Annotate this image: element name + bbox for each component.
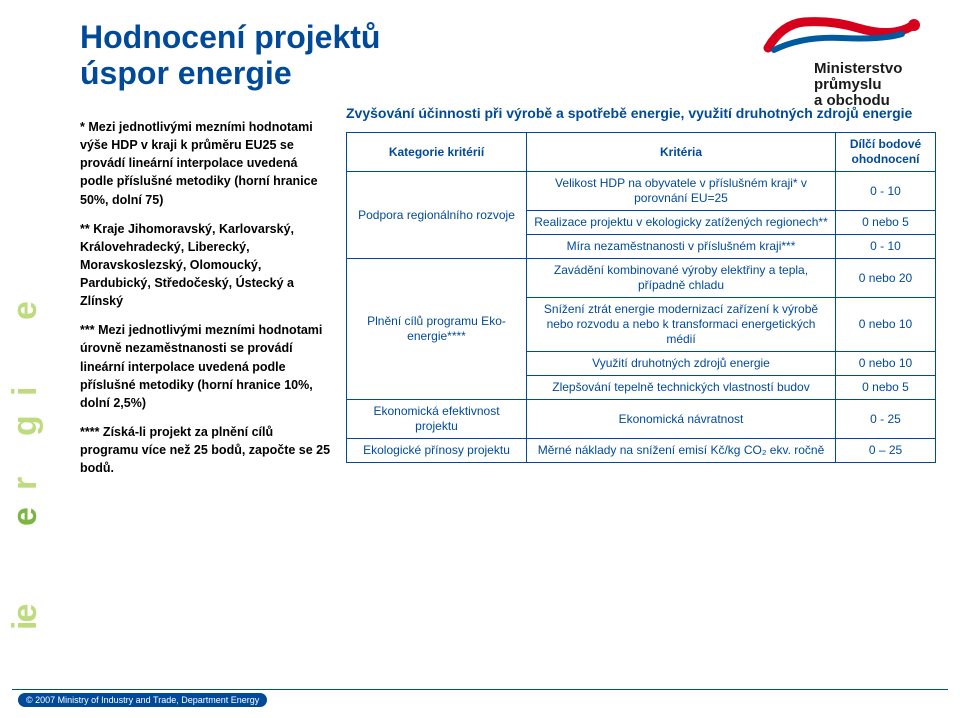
criteria-table: Kategorie kritérií Kritéria Dílčí bodové… — [346, 132, 936, 463]
criteria-cell: Míra nezaměstnanosti v příslušném kraji*… — [527, 235, 836, 259]
category-cell: Ekologické přínosy projektu — [347, 439, 527, 463]
criteria-cell: Snížení ztrát energie modernizací zaříze… — [527, 298, 836, 352]
table-row: Ekonomická efektivnost projektu Ekonomic… — [347, 400, 936, 439]
criteria-panel: Zvyšování účinnosti při výrobě a spotřeb… — [346, 104, 936, 463]
table-row: Plnění cílů programu Eko-energie**** Zav… — [347, 259, 936, 298]
score-cell: 0 - 10 — [836, 235, 936, 259]
ministry-logo: Ministerstvo průmyslu a obchodu — [762, 14, 932, 108]
footnote: ** Kraje Jihomoravský, Karlovarský, Král… — [80, 220, 332, 311]
footer-text: © 2007 Ministry of Industry and Trade, D… — [18, 693, 267, 707]
criteria-cell: Realizace projektu v ekologicky zatížený… — [527, 211, 836, 235]
title-line-1: Hodnocení projektů — [80, 19, 380, 55]
page-title: Hodnocení projektů úspor energie — [80, 20, 380, 92]
score-cell: 0 nebo 5 — [836, 211, 936, 235]
criteria-cell: Velikost HDP na obyvatele v příslušném k… — [527, 172, 836, 211]
criteria-cell: Ekonomická návratnost — [527, 400, 836, 439]
footnotes-column: * Mezi jednotlivými mezními hodnotami vý… — [80, 118, 332, 488]
score-cell: 0 nebo 10 — [836, 298, 936, 352]
col-criteria: Kritéria — [527, 133, 836, 172]
table-row: Podpora regionálního rozvoje Velikost HD… — [347, 172, 936, 211]
footnote: **** Získá-li projekt za plnění cílů pro… — [80, 423, 332, 477]
slide: ie e r g i e Hodnocení projektů úspor en… — [0, 0, 960, 718]
footnote: *** Mezi jednotlivými mezními hodnotami … — [80, 321, 332, 412]
category-cell: Ekonomická efektivnost projektu — [347, 400, 527, 439]
title-line-2: úspor energie — [80, 55, 292, 91]
logo-text: Ministerstvo průmyslu a obchodu — [814, 61, 932, 108]
col-category: Kategorie kritérií — [347, 133, 527, 172]
table-row: Ekologické přínosy projektu Měrné náklad… — [347, 439, 936, 463]
category-cell: Plnění cílů programu Eko-energie**** — [347, 259, 527, 400]
score-cell: 0 nebo 5 — [836, 376, 936, 400]
table-header-row: Kategorie kritérií Kritéria Dílčí bodové… — [347, 133, 936, 172]
criteria-cell: Zlepšování tepelně technických vlastnost… — [527, 376, 836, 400]
footnote: * Mezi jednotlivými mezními hodnotami vý… — [80, 118, 332, 209]
score-cell: 0 nebo 10 — [836, 352, 936, 376]
criteria-cell: Měrné náklady na snížení emisí Kč/kg CO₂… — [527, 439, 836, 463]
left-deco: ie e r g i e — [6, 0, 58, 640]
score-cell: 0 - 25 — [836, 400, 936, 439]
score-cell: 0 - 10 — [836, 172, 936, 211]
col-score: Dílčí bodové ohodnocení — [836, 133, 936, 172]
footer: © 2007 Ministry of Industry and Trade, D… — [18, 690, 267, 708]
score-cell: 0 nebo 20 — [836, 259, 936, 298]
score-cell: 0 – 25 — [836, 439, 936, 463]
criteria-cell: Zavádění kombinované výroby elektřiny a … — [527, 259, 836, 298]
criteria-title: Zvyšování účinnosti při výrobě a spotřeb… — [346, 104, 936, 122]
criteria-cell: Využití druhotných zdrojů energie — [527, 352, 836, 376]
logo-mark — [762, 14, 932, 54]
category-cell: Podpora regionálního rozvoje — [347, 172, 527, 259]
